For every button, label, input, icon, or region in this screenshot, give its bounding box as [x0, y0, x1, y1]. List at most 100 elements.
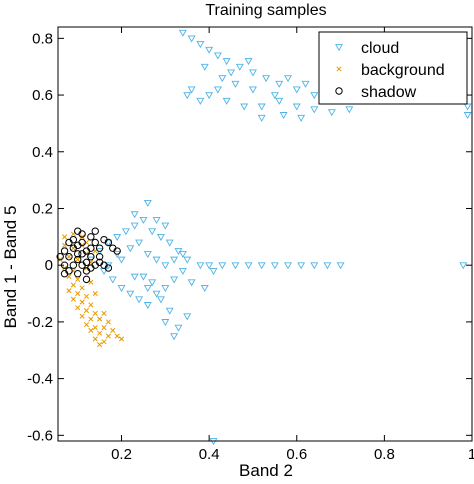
- shadow-point: [87, 264, 95, 272]
- x-tick-label: 1: [468, 446, 474, 463]
- shadow-point: [78, 238, 86, 247]
- background-point: [70, 282, 76, 288]
- x-axis-label: Band 2: [239, 461, 293, 480]
- shadow-point: [78, 261, 86, 269]
- cloud-point: [187, 35, 196, 43]
- cloud-point: [130, 222, 139, 230]
- cloud-point: [187, 86, 196, 94]
- legend-marker-shadow: [335, 87, 343, 95]
- background-point: [97, 330, 103, 336]
- cloud-point: [218, 262, 227, 270]
- cloud-point: [463, 103, 472, 111]
- cloud-point: [143, 250, 152, 258]
- cloud-point: [240, 103, 249, 111]
- cloud-point: [275, 80, 284, 88]
- cloud-point: [222, 58, 231, 66]
- cloud-point: [161, 222, 170, 230]
- background-point: [92, 325, 98, 331]
- shadow-point: [95, 252, 104, 261]
- cloud-point: [183, 313, 192, 321]
- cloud-point: [336, 262, 345, 270]
- y-tick-label: -0.6: [27, 427, 53, 444]
- cloud-point: [161, 262, 170, 270]
- background-point: [92, 336, 98, 342]
- cloud-point: [113, 233, 122, 241]
- cloud-point: [205, 262, 214, 270]
- background-point: [79, 313, 85, 319]
- x-tick-label: 0.4: [199, 446, 220, 463]
- cloud-point: [297, 262, 306, 270]
- background-point: [88, 316, 94, 322]
- legend-items: cloud background shadow: [335, 40, 445, 101]
- background-point: [79, 299, 85, 305]
- cloud-point: [231, 80, 240, 88]
- cloud-point: [130, 273, 139, 281]
- background-point: [75, 290, 81, 297]
- background-point: [83, 322, 90, 328]
- cloud-point: [310, 106, 319, 114]
- background-point: [75, 256, 81, 263]
- cloud-point: [178, 29, 187, 37]
- shadow-point: [87, 244, 95, 252]
- cloud-point: [213, 52, 222, 60]
- shadow-point: [56, 252, 64, 261]
- cloud-point: [222, 97, 231, 105]
- cloud-point: [174, 324, 183, 332]
- cloud-point: [139, 216, 148, 224]
- cloud-point: [148, 279, 157, 287]
- shadow-point: [74, 227, 82, 235]
- background-point: [105, 319, 111, 325]
- cloud-point: [213, 86, 222, 94]
- shadow-point: [87, 252, 95, 261]
- background-point: [101, 339, 107, 345]
- background-point: [66, 254, 72, 260]
- series-cloud: [86, 29, 472, 446]
- y-tick-label: 0.4: [32, 144, 53, 161]
- cloud-point: [257, 103, 266, 111]
- shadow-point: [91, 227, 99, 235]
- cloud-point: [227, 69, 236, 77]
- cloud-point: [196, 262, 205, 270]
- cloud-point: [327, 109, 336, 117]
- background-point: [105, 333, 111, 339]
- cloud-point: [139, 273, 148, 281]
- cloud-point: [244, 58, 253, 66]
- legend: cloud background shadow: [318, 31, 468, 105]
- shadow-point: [60, 269, 69, 278]
- shadow-point: [65, 252, 73, 261]
- cloud-point: [200, 285, 209, 292]
- shadow-point: [74, 250, 82, 258]
- y-tick-label: -0.4: [27, 371, 53, 388]
- cloud-point: [310, 262, 319, 270]
- cloud-point: [284, 262, 292, 270]
- series-shadow: [56, 227, 121, 284]
- shadow-point: [104, 238, 113, 247]
- cloud-point: [126, 290, 135, 298]
- cloud-point: [248, 69, 257, 77]
- cloud-point: [121, 228, 130, 236]
- cloud-point: [262, 75, 271, 83]
- cloud-point: [345, 106, 354, 114]
- shadow-point: [113, 247, 121, 255]
- cloud-point: [323, 262, 332, 270]
- background-point: [75, 276, 81, 282]
- background-point: [70, 296, 76, 302]
- cloud-point: [165, 239, 174, 247]
- background-point: [110, 327, 116, 333]
- cloud-point: [161, 285, 170, 292]
- cloud-point: [218, 75, 227, 83]
- cloud-point: [170, 256, 179, 264]
- background-point: [83, 308, 90, 314]
- background-point: [92, 310, 98, 316]
- shadow-point: [82, 275, 91, 284]
- legend-label-shadow: shadow: [361, 84, 417, 101]
- cloud-point: [156, 233, 165, 241]
- shadow-point: [91, 238, 99, 247]
- cloud-point: [178, 250, 187, 258]
- cloud-point: [248, 86, 257, 94]
- cloud-point: [270, 92, 279, 100]
- cloud-point: [244, 262, 253, 270]
- cloud-point: [135, 296, 144, 304]
- legend-marker-cloud: [335, 44, 343, 52]
